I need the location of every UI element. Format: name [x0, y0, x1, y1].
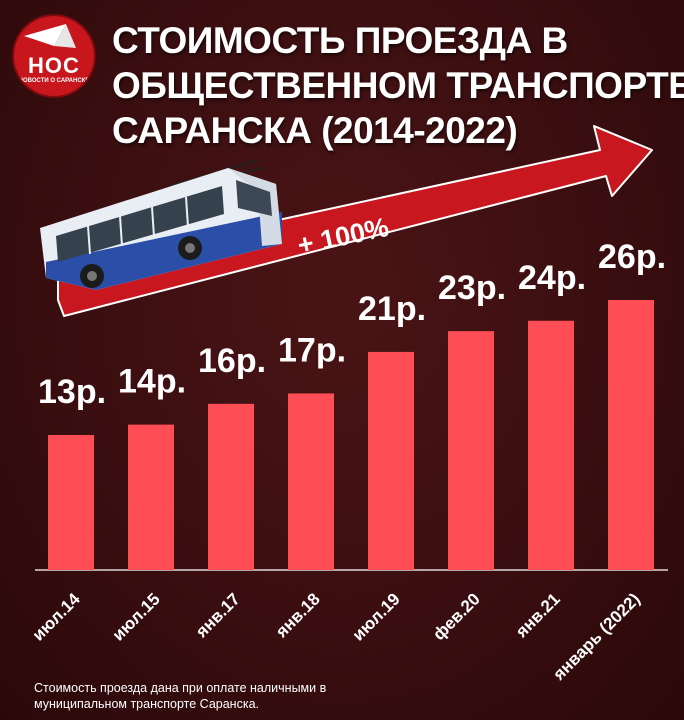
logo-text: НОС	[28, 53, 80, 78]
x-tick-label: июл.19	[349, 589, 404, 644]
logo-subtitle: НОВОСТИ О САРАНСКЕ	[18, 78, 90, 84]
trolleybus-illustration	[40, 159, 282, 290]
bar	[448, 331, 494, 570]
x-tick-label: янв.18	[271, 589, 324, 642]
bar-value-label: 23р.	[438, 269, 506, 307]
bar-value-label: 24р.	[518, 259, 586, 297]
x-tick-label: июл.15	[109, 589, 164, 644]
page-title: СТОИМОСТЬ ПРОЕЗДА В ОБЩЕСТВЕННОМ ТРАНСПО…	[112, 18, 684, 153]
bar	[368, 351, 414, 570]
bar-value-label: 14р.	[118, 363, 186, 401]
bar	[608, 300, 654, 570]
bar	[208, 403, 254, 570]
title-line: ОБЩЕСТВЕННОМ ТРАНСПОРТЕ	[112, 65, 684, 106]
x-tick-label: янв.21	[511, 589, 564, 642]
bar-value-label: 26р.	[598, 238, 666, 276]
logo-arrow-icon	[24, 24, 76, 48]
title-line: САРАНСКА (2014-2022)	[112, 110, 518, 151]
bar-value-label: 21р.	[358, 290, 426, 328]
x-tick-label: июл.14	[29, 589, 85, 645]
footnote: Стоимость проезда дана при оплате наличн…	[34, 681, 327, 711]
x-tick-label: янв.17	[191, 589, 244, 642]
bar	[288, 393, 334, 570]
bar-value-label: 13р.	[38, 373, 106, 411]
bar	[128, 424, 174, 570]
x-tick-label: фев.20	[429, 589, 484, 644]
bar-value-label: 17р.	[278, 331, 346, 369]
bar-value-label: 16р.	[198, 342, 266, 380]
logo: НОС НОВОСТИ О САРАНСКЕ	[14, 16, 94, 96]
bar	[528, 320, 574, 570]
bar	[48, 435, 94, 570]
title-line: СТОИМОСТЬ ПРОЕЗДА В	[112, 20, 568, 61]
